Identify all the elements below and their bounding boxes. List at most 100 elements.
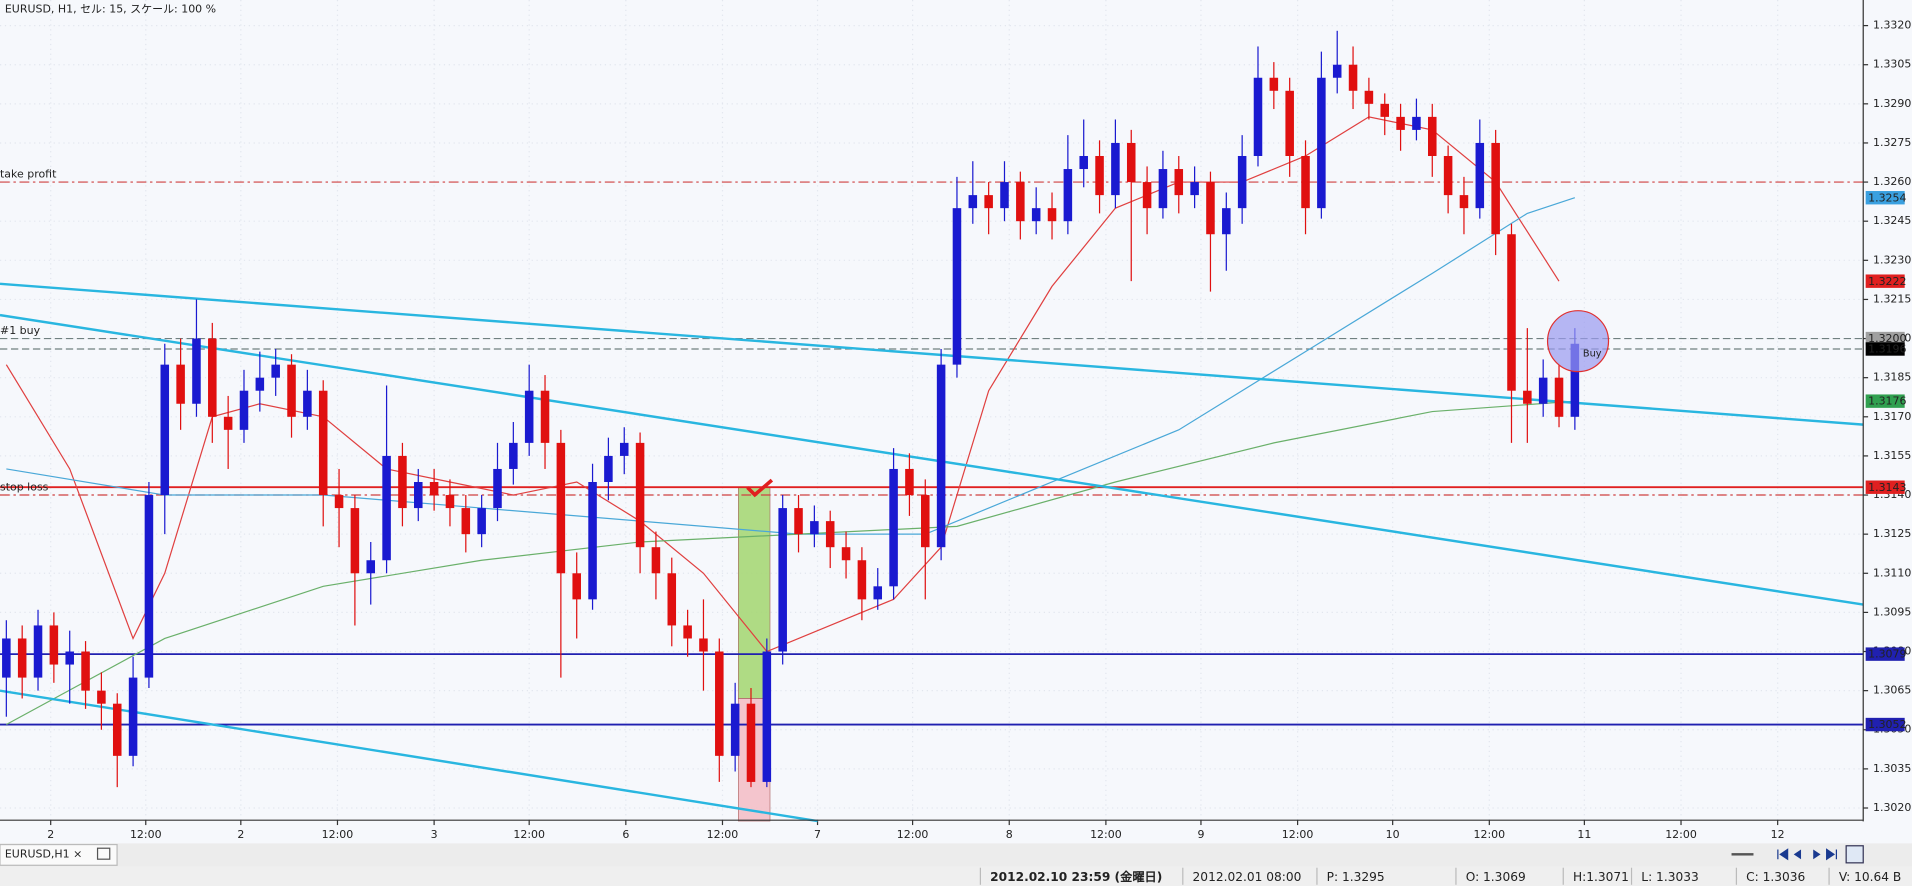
x-tick-label: 12:00	[1282, 828, 1314, 841]
candle-body	[1301, 155, 1310, 209]
candle-body	[921, 495, 930, 548]
candle-body	[33, 625, 43, 678]
candle-body	[952, 208, 962, 365]
candle-body	[1459, 195, 1469, 209]
candle-body	[1348, 64, 1358, 91]
status-item: V: 10.64 B	[1839, 870, 1901, 884]
candle-body	[112, 703, 122, 756]
price-tag-label: 1.3222	[1868, 275, 1906, 288]
price-tag-label: 1.3196	[1868, 343, 1906, 356]
candle-body	[255, 377, 265, 391]
x-tick-label: 10	[1386, 828, 1400, 841]
candle-body	[144, 495, 154, 678]
candle-body	[1443, 155, 1453, 196]
candle-body	[730, 703, 740, 756]
candle-body	[366, 560, 376, 574]
level-label: stop loss	[0, 481, 49, 494]
candle-body	[493, 468, 502, 509]
x-tick-label: 8	[1006, 828, 1013, 841]
candle-body	[1554, 377, 1564, 417]
price-tag	[1865, 647, 1905, 661]
x-tick-label: 7	[814, 828, 821, 841]
candle-body	[524, 390, 534, 443]
status-item: O: 1.3069	[1466, 870, 1526, 884]
x-tick-label: 12:00	[130, 828, 162, 841]
candle-body	[350, 508, 360, 574]
scroll-handle[interactable]	[1731, 853, 1754, 856]
trendline	[0, 313, 1864, 606]
x-tick-label: 6	[622, 828, 629, 841]
level-label: take profit	[0, 168, 57, 181]
candle-body	[778, 508, 787, 652]
candle-body	[1079, 155, 1088, 170]
candle-body	[905, 468, 914, 496]
candle-body	[699, 638, 708, 652]
candle-body	[667, 573, 677, 626]
candle-body	[461, 508, 471, 535]
x-tick-label: 12	[1771, 828, 1785, 841]
price-tag	[1865, 480, 1905, 494]
candle-body	[1332, 64, 1342, 78]
nav-buttons[interactable]	[1777, 848, 1838, 861]
tab-title: EURUSD,H1	[5, 847, 70, 860]
tab[interactable]	[0, 843, 118, 866]
trendline	[0, 282, 1864, 426]
y-tick-label: 1.3245	[1873, 214, 1911, 227]
candle-body	[841, 547, 851, 561]
status-item: H:1.3071	[1573, 870, 1629, 884]
x-tick-label: 12:00	[707, 828, 739, 841]
candle-body	[1570, 343, 1580, 417]
y-tick-label: 1.3170	[1873, 410, 1911, 423]
candle-body	[398, 455, 407, 509]
tab-restore[interactable]	[96, 847, 111, 860]
candle-body	[1412, 116, 1421, 130]
candle-body	[936, 364, 946, 548]
price-tag-label: 1.3079	[1868, 648, 1906, 661]
candle-body	[683, 625, 692, 639]
status-item: C: 1.3036	[1746, 870, 1805, 884]
plot: 1.3320 1.3305 1.3290 1.3275 1.3260 1.3245 1.32…	[0, 0, 1911, 841]
candle-body	[65, 651, 74, 665]
status-item: 2012.02.10 23:59 (金曜日)	[990, 869, 1162, 884]
candle-body	[160, 364, 170, 496]
candle-body	[303, 390, 312, 417]
candle-body	[1016, 182, 1025, 222]
price-tag	[1865, 274, 1905, 288]
candle-body	[382, 455, 391, 561]
candle-body	[984, 195, 993, 209]
candle-body	[1491, 142, 1500, 235]
buy-marker	[1546, 310, 1610, 373]
price-tag-label: 1.3052	[1868, 718, 1906, 731]
candle-body	[1031, 208, 1041, 222]
candle-body	[540, 390, 550, 443]
autoscroll-button[interactable]	[1845, 845, 1864, 864]
tab-bar	[0, 843, 1912, 867]
candle-body	[604, 455, 613, 482]
candle-body	[968, 195, 978, 209]
status-bar	[0, 866, 1912, 886]
price-tag-label: 1.3254	[1868, 191, 1906, 204]
zone	[738, 486, 771, 699]
candle-body	[334, 495, 344, 509]
status-item: 2012.02.01 08:00	[1193, 870, 1302, 884]
y-tick-label: 1.3035	[1873, 762, 1911, 775]
candle-body	[81, 651, 90, 691]
candle-body	[1253, 77, 1263, 156]
tab-close[interactable]: ×	[73, 847, 82, 860]
y-tick-label: 1.3185	[1873, 371, 1911, 384]
candle-body	[97, 690, 106, 704]
y-tick-label: 1.3275	[1873, 136, 1911, 149]
x-tick-label: 12:00	[1090, 828, 1122, 841]
y-tick-label: 1.3155	[1873, 449, 1911, 462]
y-tick-label: 1.3230	[1873, 253, 1911, 266]
buy-marker-label: Buy	[1583, 348, 1602, 359]
x-tick-label: 12:00	[1665, 828, 1697, 841]
candle-body	[2, 638, 11, 678]
y-tick-label: 1.3290	[1873, 97, 1911, 110]
candle-body	[128, 677, 138, 756]
y-tick-label: 1.3305	[1873, 58, 1911, 71]
candle-body	[746, 703, 756, 782]
price-tag-label: 1.3143	[1868, 481, 1906, 494]
y-tick-label: 1.3110	[1873, 566, 1911, 579]
